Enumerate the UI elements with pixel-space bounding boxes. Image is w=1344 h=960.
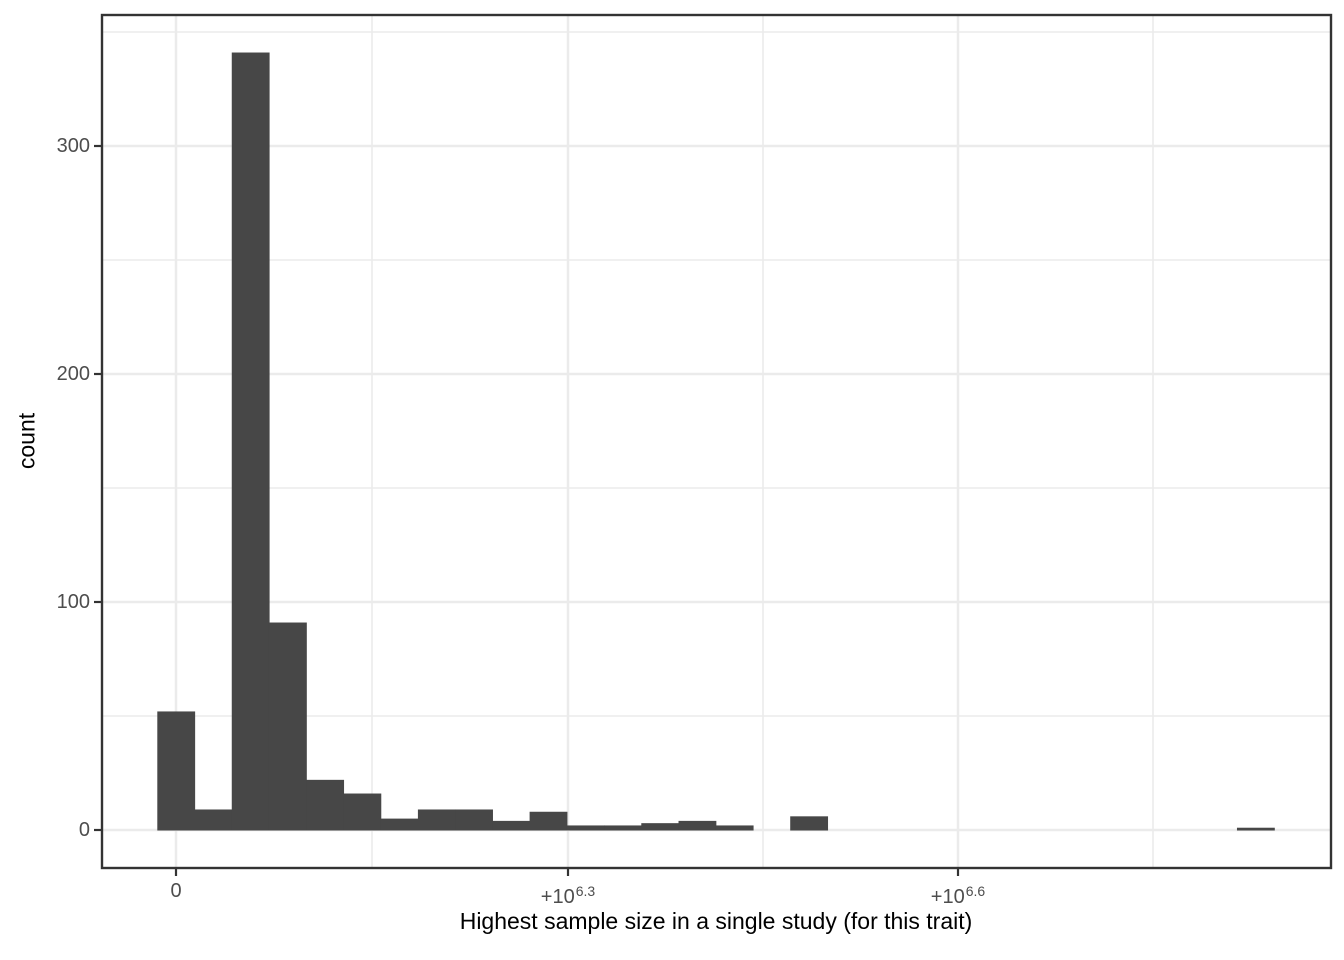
panel-border (100, 13, 1333, 870)
histogram-bar (641, 823, 680, 831)
x-tick-label-1e6-3: +106.3 (541, 883, 595, 909)
y-tick-label-0: 0 (78, 819, 90, 841)
x-tick-label-1e6-6: +106.6 (931, 883, 985, 909)
histogram-bar (492, 820, 531, 831)
histogram-bar (678, 820, 717, 831)
y-axis-title: count (13, 412, 40, 470)
histogram-bar (417, 809, 456, 831)
x-tick-zero-text: 0 (170, 880, 182, 902)
histogram-bar (715, 825, 754, 831)
histogram-bar (604, 825, 642, 831)
x-tick-base: +10 (930, 886, 965, 908)
histogram-bar (380, 818, 419, 831)
x-tick-exponent: 6.6 (965, 883, 986, 899)
x-tick-label-zero: 0 (170, 880, 181, 903)
histogram-bar (790, 816, 829, 831)
histogram-bar (529, 811, 568, 831)
histogram-bar (455, 809, 493, 831)
histogram-bar (231, 52, 270, 831)
histogram-bar (306, 779, 345, 831)
x-axis-title: Highest sample size in a single study (f… (459, 908, 973, 934)
histogram-bar (566, 825, 605, 831)
plot-panel (102, 15, 1331, 868)
histogram-bar (343, 793, 382, 831)
x-tick-base: +10 (540, 886, 575, 908)
histogram-bar (1236, 827, 1275, 831)
y-tick-label-300: 300 (56, 135, 90, 157)
histogram-bar (157, 711, 196, 831)
histogram-bar (194, 809, 233, 831)
y-tick-label-100: 100 (56, 591, 90, 613)
x-tick-exponent: 6.3 (575, 883, 596, 899)
y-tick-label-200: 200 (56, 363, 90, 385)
histogram-bar (268, 622, 307, 831)
